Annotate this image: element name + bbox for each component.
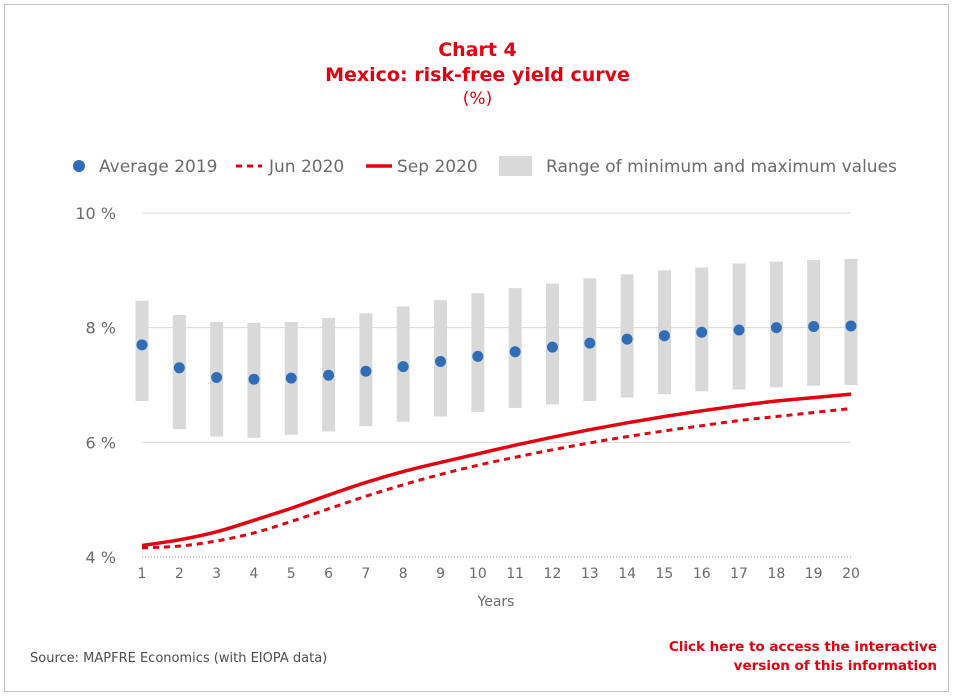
average-2019-point bbox=[435, 355, 447, 367]
x-tick-label: 20 bbox=[842, 566, 860, 582]
x-tick-label: 11 bbox=[506, 566, 524, 582]
legend-average-marker bbox=[73, 160, 85, 172]
series-sep-2020-line bbox=[141, 392, 852, 548]
source-note: Source: MAPFRE Economics (with EIOPA dat… bbox=[30, 651, 328, 666]
x-tick-label: 14 bbox=[618, 566, 636, 582]
legend-average-label: Average 2019 bbox=[99, 157, 217, 177]
x-tick-label: 10 bbox=[469, 566, 487, 582]
average-2019-point bbox=[509, 346, 521, 358]
average-2019-point bbox=[397, 361, 409, 373]
x-tick-label: 16 bbox=[693, 566, 711, 582]
link-line-2: version of this information bbox=[733, 658, 937, 674]
legend: Average 2019 Jun 2020 Sep 2020 Range of … bbox=[73, 156, 897, 177]
legend-range-marker bbox=[499, 156, 532, 176]
average-2019-point bbox=[733, 324, 745, 336]
average-2019-point bbox=[584, 337, 596, 349]
lines bbox=[141, 392, 852, 550]
axes: 4 %6 %8 %10 %1 2 3 4 5 6 7 8 9 10 11 12 13 14 15 16 17 18… bbox=[75, 204, 860, 582]
x-tick-label: 6 bbox=[324, 566, 333, 582]
average-2019-point bbox=[845, 320, 857, 332]
legend-range-label: Range of minimum and maximum values bbox=[546, 157, 897, 177]
x-tick-label: 7 bbox=[361, 566, 370, 582]
x-tick-label: 2 bbox=[175, 566, 184, 582]
average-2019-point bbox=[770, 322, 782, 334]
interactive-version-link[interactable]: Click here to access the interactive ver… bbox=[669, 638, 937, 676]
legend-sep-label: Sep 2020 bbox=[397, 157, 478, 177]
x-tick-label: 3 bbox=[212, 566, 221, 582]
legend-jun-label: Jun 2020 bbox=[268, 157, 344, 177]
chart-unit: (%) bbox=[462, 89, 493, 109]
average-2019-point bbox=[323, 369, 335, 381]
y-tick-label: 6 % bbox=[86, 433, 116, 452]
average-2019-point bbox=[211, 372, 223, 384]
y-tick-label: 8 % bbox=[86, 319, 116, 338]
x-tick-label: 4 bbox=[249, 566, 258, 582]
average-dots bbox=[136, 320, 857, 385]
x-tick-label: 19 bbox=[805, 566, 823, 582]
link-line-1: Click here to access the interactive bbox=[668, 639, 937, 655]
x-tick-label: 18 bbox=[767, 566, 785, 582]
x-tick-label: 12 bbox=[544, 566, 562, 582]
average-2019-point bbox=[248, 373, 260, 385]
average-2019-point bbox=[546, 341, 558, 353]
x-tick-label: 9 bbox=[436, 566, 445, 582]
average-2019-point bbox=[658, 330, 670, 342]
range-bar bbox=[135, 300, 149, 402]
title-block: Chart 4 Mexico: risk-free yield curve (%… bbox=[0, 38, 955, 110]
x-tick-label: 5 bbox=[287, 566, 296, 582]
average-2019-point bbox=[472, 350, 484, 362]
x-tick-label: 15 bbox=[656, 566, 674, 582]
average-2019-point bbox=[173, 362, 185, 374]
chart-title: Chart 4 bbox=[438, 39, 517, 61]
chart-subtitle: Mexico: risk-free yield curve bbox=[325, 64, 630, 86]
series-jun-2020-line bbox=[141, 407, 852, 550]
average-2019-point bbox=[808, 321, 820, 333]
average-2019-point bbox=[696, 326, 708, 338]
average-2019-point bbox=[621, 333, 633, 345]
x-axis-title: Years bbox=[477, 594, 515, 610]
average-2019-point bbox=[136, 339, 148, 351]
x-tick-label: 13 bbox=[581, 566, 599, 582]
range-bars bbox=[135, 258, 858, 438]
average-2019-point bbox=[360, 365, 372, 377]
average-2019-point bbox=[285, 372, 297, 384]
y-tick-label: 4 % bbox=[86, 548, 116, 567]
y-tick-label: 10 % bbox=[75, 204, 116, 223]
x-tick-label: 17 bbox=[730, 566, 748, 582]
x-tick-label: 1 bbox=[138, 566, 147, 582]
x-tick-label: 8 bbox=[399, 566, 408, 582]
